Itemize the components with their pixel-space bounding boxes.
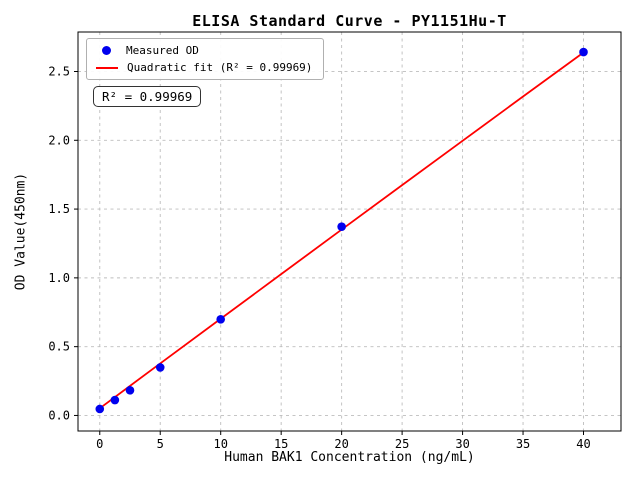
legend-entry-measured-od: Measured OD — [96, 45, 312, 56]
measured-od-marker-icon — [102, 46, 111, 55]
svg-text:0: 0 — [96, 437, 103, 451]
svg-text:15: 15 — [274, 437, 288, 451]
svg-text:25: 25 — [395, 437, 409, 451]
svg-text:40: 40 — [576, 437, 590, 451]
svg-text:5: 5 — [157, 437, 164, 451]
svg-text:2.0: 2.0 — [48, 133, 70, 147]
legend-label-quadratic-fit: Quadratic fit (R² = 0.99969) — [127, 61, 313, 74]
svg-text:20: 20 — [334, 437, 348, 451]
svg-text:10: 10 — [213, 437, 227, 451]
x-axis-label: Human BAK1 Concentration (ng/mL) — [224, 450, 475, 465]
svg-text:35: 35 — [516, 437, 530, 451]
svg-text:2.5: 2.5 — [48, 64, 70, 78]
legend-entry-quadratic-fit: Quadratic fit (R² = 0.99969) — [96, 62, 312, 73]
r-squared-annotation: R² = 0.99969 — [93, 86, 202, 107]
svg-text:1.0: 1.0 — [48, 271, 70, 285]
legend: Measured OD Quadratic fit (R² = 0.99969) — [86, 38, 325, 80]
svg-text:1.5: 1.5 — [48, 202, 70, 216]
quadratic-fit-marker-icon — [96, 66, 118, 69]
y-axis-label: OD Value(450nm) — [13, 172, 29, 291]
legend-label-measured-od: Measured OD — [126, 44, 199, 57]
svg-text:0.5: 0.5 — [48, 340, 70, 354]
svg-text:30: 30 — [455, 437, 469, 451]
svg-text:0.0: 0.0 — [48, 408, 70, 422]
chart-title: ELISA Standard Curve - PY1151Hu-T — [192, 12, 507, 30]
